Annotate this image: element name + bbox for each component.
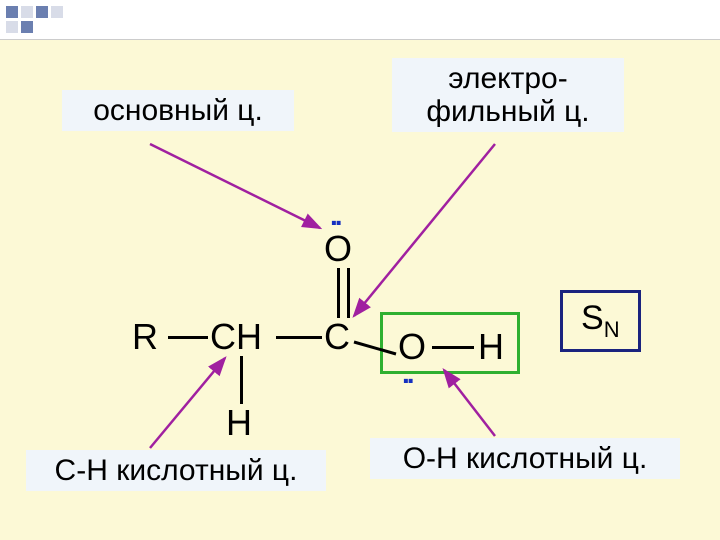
label-elec-line2: фильный ц. xyxy=(426,95,589,128)
annotation-arrow xyxy=(444,370,495,436)
bond xyxy=(347,268,350,318)
atom-h1: H xyxy=(226,402,252,444)
bond xyxy=(168,336,208,339)
label-ch-acid-center: С-Н кислотный ц. xyxy=(26,450,326,491)
atom-c: C xyxy=(324,316,350,358)
bond xyxy=(240,356,243,404)
sn-main: S xyxy=(581,299,604,337)
annotation-arrow xyxy=(150,358,225,448)
bond xyxy=(276,336,322,339)
bond xyxy=(337,268,340,318)
sn-sub: N xyxy=(604,317,620,342)
lone-pair-o2: .. xyxy=(402,358,412,390)
header-accent-squares xyxy=(6,6,66,33)
bond xyxy=(432,346,474,349)
label-basic-text: основный ц. xyxy=(93,94,263,127)
annotation-arrow xyxy=(354,144,495,316)
label-electrophilic-center: электро- фильный ц. xyxy=(392,58,624,132)
header-bar xyxy=(0,0,720,40)
atom-o1: O xyxy=(324,228,352,270)
atom-ch: CH xyxy=(210,316,262,358)
label-ch-text: С-Н кислотный ц. xyxy=(55,454,298,487)
label-oh-text: О-Н кислотный ц. xyxy=(403,442,648,475)
atom-r: R xyxy=(132,316,158,358)
diagram-canvas: основный ц. электро- фильный ц. С-Н кисл… xyxy=(0,40,720,540)
atom-h2: H xyxy=(478,326,504,368)
label-basic-center: основный ц. xyxy=(62,90,294,131)
annotation-arrow xyxy=(150,144,320,228)
sn-box: SN xyxy=(560,290,641,352)
label-elec-line1: электро- xyxy=(448,62,567,95)
label-oh-acid-center: О-Н кислотный ц. xyxy=(370,438,680,479)
lone-pair-o1: .. xyxy=(330,200,340,232)
